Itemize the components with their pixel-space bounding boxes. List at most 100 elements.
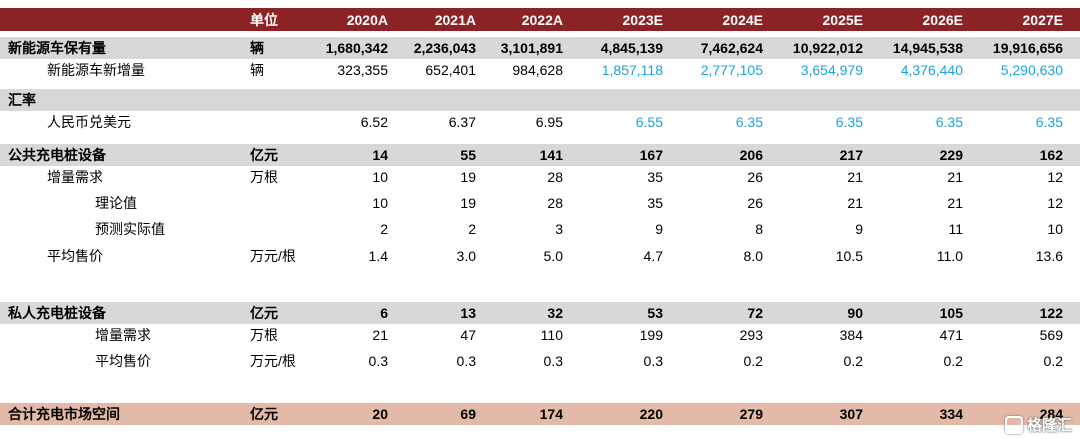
cell-value: 2,777,105 [700,62,763,78]
cell-value: 28 [547,169,563,185]
cell-value: 6.35 [835,114,863,130]
cell-value: 12 [1047,169,1063,185]
header-year: 2025E [822,11,863,28]
row-unit: 万元/根 [250,353,296,369]
cell-value: 4,845,139 [600,40,663,56]
cell-value: 26 [747,195,763,211]
cell-value: 4.7 [643,248,663,264]
cell-value: 10,922,012 [792,40,863,56]
cell-value: 0.2 [1043,353,1063,369]
row-label: 人民币兑美元 [47,114,131,130]
cell-value: 6.37 [448,114,476,130]
cell-value: 984,628 [512,62,563,78]
cell-value: 6.35 [1035,114,1063,130]
cell-value: 28 [547,195,563,211]
header-year: 2023E [622,11,663,28]
row-label: 预测实际值 [95,221,165,237]
cell-value: 471 [939,327,963,343]
cell-value: 10 [1047,221,1063,237]
table-row: 公共充电桩设备 亿元 14 55 141 167 206 217 229 162 [0,144,1080,166]
row-label: 理论值 [95,195,137,211]
cell-value: 12 [1047,195,1063,211]
cell-value: 55 [460,147,476,163]
row-label: 新能源车保有量 [8,40,106,56]
cell-value: 217 [839,147,863,163]
table-row: 增量需求 万根 10 19 28 35 26 21 21 12 [0,166,1080,188]
watermark: 格隆汇 [1004,414,1072,435]
cell-value: 0.3 [368,353,388,369]
row-label: 新能源车新增量 [47,62,145,78]
cell-value: 21 [847,195,863,211]
cell-value: 19,916,656 [992,40,1063,56]
cell-value: 6.35 [935,114,963,130]
cell-value: 279 [739,406,763,422]
cell-value: 307 [839,406,863,422]
cell-value: 206 [739,147,763,163]
cell-value: 8 [755,221,763,237]
cell-value: 1,680,342 [325,40,388,56]
cell-value: 11 [948,221,963,237]
cell-value: 35 [647,195,663,211]
cell-value: 0.2 [843,353,863,369]
watermark-logo-icon [1004,415,1023,434]
cell-value: 53 [647,305,663,321]
cell-value: 334 [939,406,963,422]
cell-value: 141 [539,147,563,163]
cell-value: 6 [380,305,388,321]
cell-value: 122 [1039,305,1063,321]
row-unit: 万元/根 [250,248,296,264]
cell-value: 32 [547,305,563,321]
row-label: 平均售价 [47,248,103,264]
cell-value: 90 [847,305,863,321]
cell-value: 47 [460,327,476,343]
cell-value: 10.5 [835,248,863,264]
row-unit: 辆 [250,40,264,56]
cell-value: 21 [947,169,963,185]
table-row: 平均售价 万元/根 1.4 3.0 5.0 4.7 8.0 10.5 11.0 13.6 [0,245,1080,267]
header-year: 2027E [1022,11,1063,28]
cell-value: 5.0 [543,248,563,264]
cell-value: 0.2 [943,353,963,369]
cell-value: 284 [1039,406,1063,422]
cell-value: 174 [539,406,563,422]
cell-value: 11.0 [936,248,963,264]
cell-value: 3,654,979 [800,62,863,78]
table-row: 私人充电桩设备 亿元 6 13 32 53 72 90 105 122 [0,302,1080,324]
cell-value: 6.95 [535,114,563,130]
row-label: 公共充电桩设备 [8,147,106,163]
row-label: 合计充电市场空间 [8,406,120,422]
row-unit: 亿元 [250,406,278,422]
cell-value: 14 [372,147,388,163]
row-label: 平均售价 [95,353,151,369]
cell-value: 167 [639,147,663,163]
cell-value: 13.6 [1035,248,1063,264]
table-row: 汇率 [0,89,1080,111]
row-unit: 万根 [250,169,278,185]
cell-value: 2 [468,221,476,237]
table-row: 人民币兑美元 6.52 6.37 6.95 6.55 6.35 6.35 6.35 6.35 [0,111,1080,133]
header-year: 2026E [922,11,963,28]
header-year: 2020A [346,11,388,28]
cell-value: 3,101,891 [500,40,563,56]
cell-value: 8.0 [743,248,763,264]
cell-value: 2,236,043 [413,40,476,56]
row-label: 私人充电桩设备 [8,305,106,321]
cell-value: 652,401 [425,62,476,78]
cell-value: 105 [939,305,963,321]
cell-value: 5,290,630 [1000,62,1063,78]
table-row: 合计充电市场空间 亿元 20 69 174 220 279 307 334 284 [0,403,1080,425]
cell-value: 0.2 [743,353,763,369]
cell-value: 19 [460,169,476,185]
cell-value: 72 [747,305,763,321]
cell-value: 384 [839,327,863,343]
header-year: 2024E [722,11,763,28]
cell-value: 569 [1039,327,1063,343]
cell-value: 0.3 [643,353,663,369]
watermark-text: 格隆汇 [1026,417,1072,434]
cell-value: 69 [460,406,476,422]
header-year: 2021A [434,11,476,28]
cell-value: 0.3 [543,353,563,369]
cell-value: 10 [372,195,388,211]
cell-value: 110 [540,327,563,343]
cell-value: 6.35 [735,114,763,130]
